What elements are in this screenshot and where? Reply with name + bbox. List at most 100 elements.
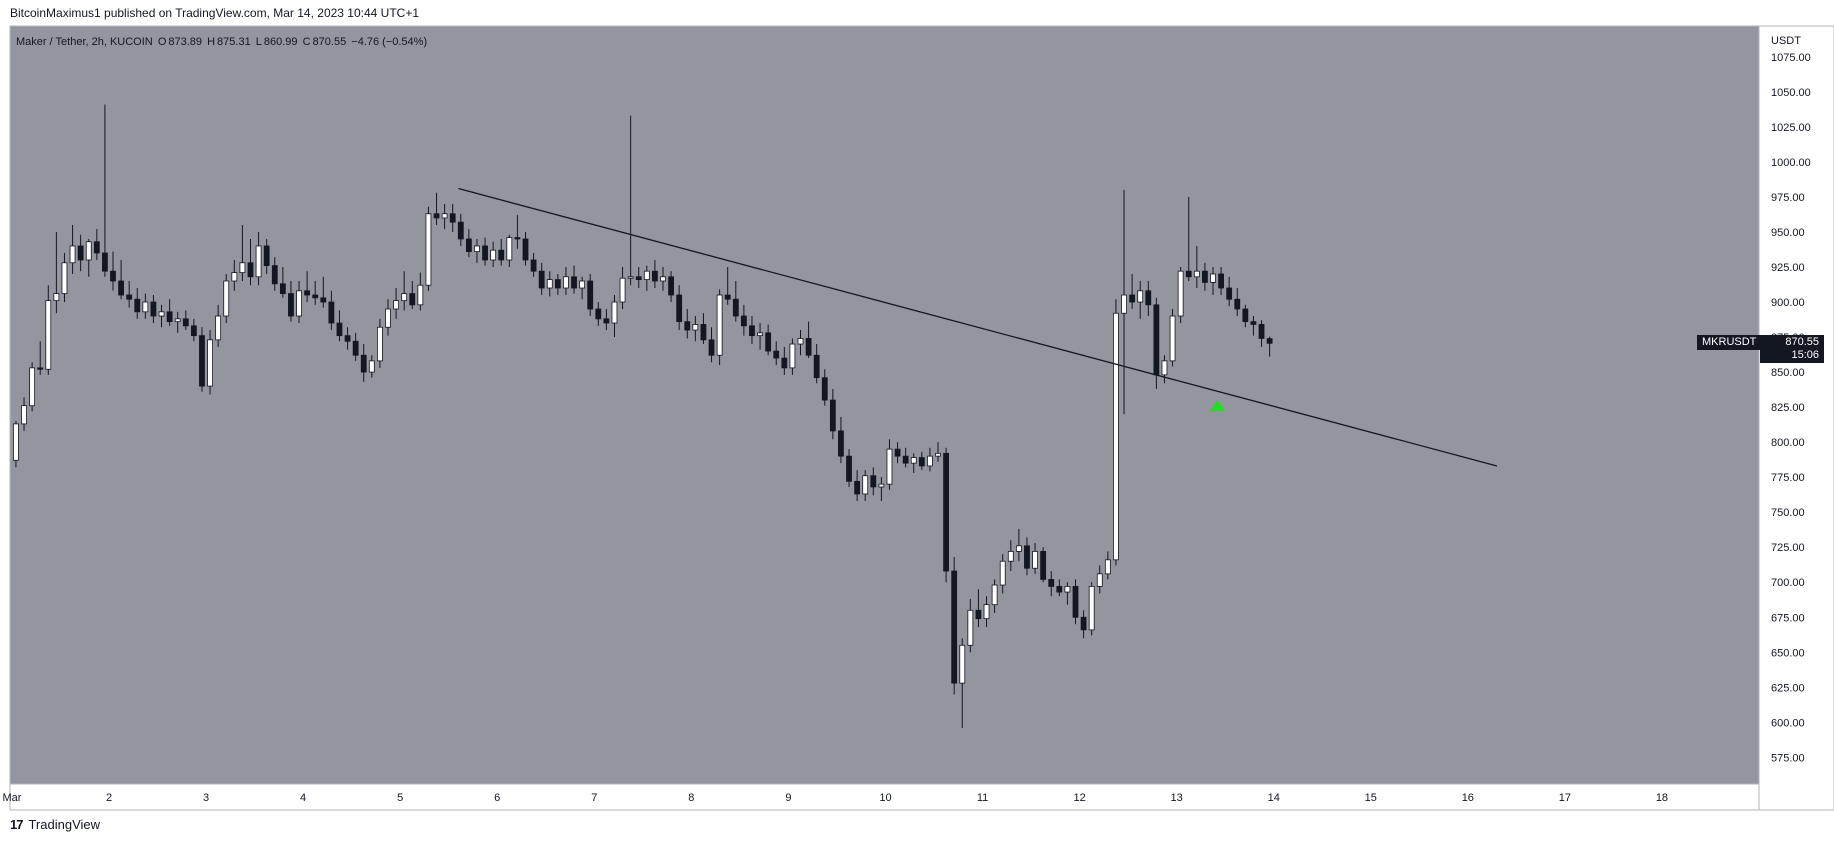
candle-down[interactable] [1266, 338, 1273, 344]
candle-down[interactable] [1202, 270, 1208, 283]
candle-up[interactable] [1015, 545, 1022, 552]
candle-down[interactable] [902, 455, 909, 464]
candle-down[interactable] [1129, 294, 1136, 303]
candle-up[interactable] [231, 272, 238, 282]
candle-down[interactable] [918, 457, 925, 467]
candle-down[interactable] [732, 298, 739, 317]
candle-down[interactable] [360, 354, 367, 373]
candle-up[interactable] [692, 324, 699, 331]
candle-down[interactable] [352, 340, 359, 356]
candle-down[interactable] [409, 293, 416, 306]
candle-down[interactable] [951, 570, 958, 684]
candle-up[interactable] [506, 237, 513, 261]
candle-up[interactable] [611, 301, 618, 324]
candle-down[interactable] [312, 294, 319, 299]
candle-down[interactable] [1258, 324, 1265, 339]
candle-down[interactable] [587, 280, 594, 310]
candle-down[interactable] [102, 252, 108, 272]
candle-down[interactable] [449, 213, 456, 223]
candle-down[interactable] [740, 315, 747, 327]
candle-down[interactable] [749, 325, 755, 337]
candle-up[interactable] [878, 483, 885, 488]
candle-up[interactable] [255, 245, 262, 278]
candle-up[interactable] [660, 276, 666, 282]
price-axis[interactable] [1759, 26, 1834, 810]
candle-up[interactable] [393, 300, 399, 310]
candle-up[interactable] [1121, 294, 1127, 314]
candle-down[interactable] [320, 297, 327, 303]
candle-up[interactable] [862, 475, 869, 495]
candle-down[interactable] [652, 270, 658, 282]
candle-down[interactable] [77, 245, 84, 261]
candle-up[interactable] [441, 213, 448, 219]
candle-down[interactable] [724, 294, 731, 300]
candle-up[interactable] [296, 290, 302, 317]
candle-up[interactable] [21, 405, 27, 425]
trendline[interactable] [458, 187, 1498, 467]
candle-down[interactable] [182, 318, 189, 327]
candle-up[interactable] [85, 241, 92, 261]
candle-up[interactable] [619, 277, 626, 303]
candle-up[interactable] [757, 332, 763, 337]
candle-down[interactable] [498, 249, 505, 261]
candle-down[interactable] [1226, 287, 1233, 300]
candle-up[interactable] [45, 300, 52, 370]
candle-down[interactable] [126, 294, 133, 300]
candle-up[interactable] [999, 560, 1006, 586]
candle-down[interactable] [1072, 586, 1079, 618]
candle-up[interactable] [789, 343, 796, 369]
candle-up[interactable] [1169, 315, 1176, 362]
candle-down[interactable] [595, 308, 602, 320]
candle-down[interactable] [37, 367, 44, 370]
candle-down[interactable] [838, 430, 844, 457]
candle-up[interactable] [29, 367, 36, 407]
candle-down[interactable] [1048, 579, 1055, 587]
candle-up[interactable] [1210, 273, 1216, 283]
candle-up[interactable] [223, 280, 230, 317]
candle-up[interactable] [1064, 586, 1071, 593]
candle-up[interactable] [53, 293, 60, 302]
candle-up[interactable] [142, 301, 149, 313]
candle-up[interactable] [61, 262, 68, 295]
candle-down[interactable] [829, 399, 836, 432]
candle-up[interactable] [368, 360, 375, 373]
candle-up[interactable] [1137, 290, 1144, 303]
candle-up[interactable] [385, 308, 391, 328]
candle-down[interactable] [943, 452, 949, 572]
candle-up[interactable] [627, 276, 634, 279]
candle-down[interactable] [813, 354, 820, 379]
candle-up[interactable] [207, 339, 213, 387]
candle-down[interactable] [134, 298, 141, 313]
candle-down[interactable] [700, 324, 707, 341]
candle-down[interactable] [571, 276, 577, 289]
candle-up[interactable] [490, 249, 497, 261]
candle-down[interactable] [118, 280, 124, 296]
candle-down[interactable] [433, 213, 440, 219]
candle-up[interactable] [927, 455, 933, 467]
candle-down[interactable] [1218, 273, 1224, 289]
candle-down[interactable] [805, 338, 812, 356]
candle-down[interactable] [530, 259, 537, 272]
candle-down[interactable] [870, 475, 877, 488]
candle-down[interactable] [781, 357, 788, 369]
candle-down[interactable] [288, 293, 294, 317]
candle-up[interactable] [1113, 312, 1119, 561]
candle-down[interactable] [1024, 545, 1030, 569]
candle-up[interactable] [910, 457, 917, 464]
candle-down[interactable] [846, 455, 852, 482]
candle-up[interactable] [1104, 559, 1111, 575]
candle-down[interactable] [603, 318, 610, 324]
time-axis[interactable] [10, 784, 1759, 810]
candle-down[interactable] [522, 238, 529, 261]
candle-up[interactable] [1007, 551, 1014, 562]
candle-up[interactable] [377, 326, 383, 362]
candle-down[interactable] [854, 480, 861, 495]
candle-up[interactable] [1088, 586, 1095, 631]
candle-down[interactable] [465, 238, 472, 252]
candle-down[interactable] [1242, 308, 1249, 323]
candle-up[interactable] [959, 644, 966, 684]
candle-up[interactable] [474, 245, 480, 252]
candle-up[interactable] [797, 338, 804, 345]
candle-up[interactable] [239, 262, 246, 273]
